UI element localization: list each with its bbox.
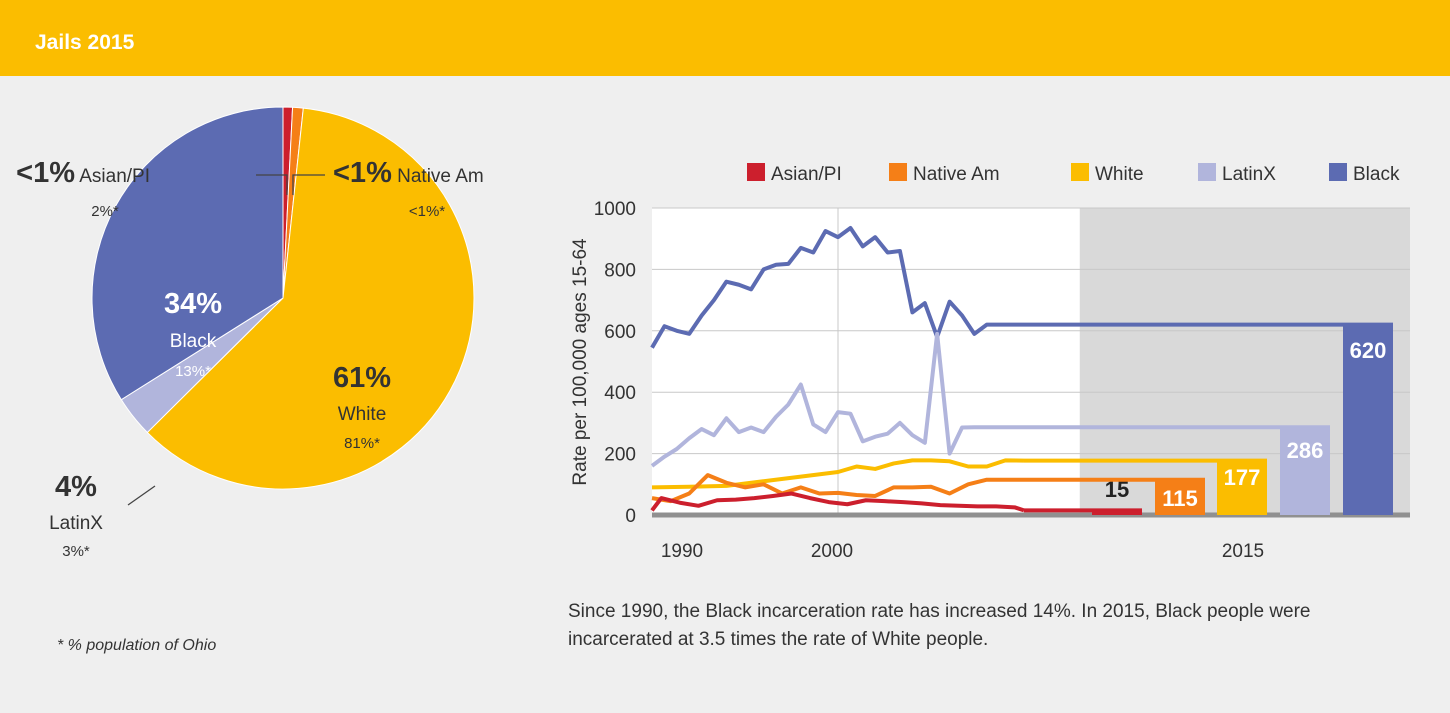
- bar-latinx: [1280, 427, 1330, 515]
- legend-label-native: Native Am: [913, 164, 1000, 185]
- header-bar: Jails 2015: [0, 0, 1450, 76]
- pie-label-black-pct: 34%: [164, 288, 222, 320]
- pie-slice-black: [91, 106, 284, 401]
- pie-pop-asian: 2%*: [91, 203, 119, 220]
- x-tick-label: 1990: [661, 541, 703, 562]
- legend-swatch-black: [1329, 163, 1347, 181]
- leader-line-native: [292, 174, 325, 195]
- y-tick-label: 800: [604, 260, 636, 281]
- y-axis-label: Rate per 100,000 ages 15-64: [570, 238, 591, 486]
- bar-label-white: 177: [1224, 465, 1261, 490]
- bar-native: [1155, 479, 1205, 515]
- pie-label-latinx-name: LatinX: [49, 513, 103, 534]
- pie-label-asian: <1% Asian/PI: [16, 157, 150, 189]
- pie-slice-white: [146, 107, 475, 490]
- pie-pop-white: 81%*: [344, 435, 380, 452]
- y-tick-label: 600: [604, 322, 636, 343]
- series-line-latinx: [650, 331, 1024, 468]
- pie-label-native: <1% Native Am: [333, 157, 484, 189]
- series-line-black: [650, 225, 1024, 349]
- bar-black: [1343, 324, 1393, 515]
- page-title: Jails 2015: [35, 31, 135, 54]
- line-chart: Asian/PI Native Am White LatinX Black 0 200 40…: [570, 163, 1410, 562]
- y-tick-label: 1000: [594, 199, 636, 220]
- y-tick-label: 200: [604, 445, 636, 466]
- legend-swatch-asian: [747, 163, 765, 181]
- pie-label-white-name: White: [338, 404, 387, 425]
- pie-label-latinx-pct: 4%: [55, 471, 97, 503]
- series-line-white: [651, 458, 1025, 490]
- pie-chart: <1% Asian/PI 2%* <1% Native Am <1%* 34% Black…: [16, 106, 484, 560]
- bar-label-native: 115: [1162, 486, 1198, 511]
- leader-line-asian: [256, 174, 288, 195]
- legend-swatch-native: [889, 163, 907, 181]
- legend-label-latinx: LatinX: [1222, 164, 1276, 185]
- y-tick-label: 400: [604, 383, 636, 404]
- bar-label-latinx: 286: [1287, 438, 1324, 463]
- chart-caption: Since 1990, the Black incarceration rate…: [568, 601, 1311, 650]
- y-tick-label: 0: [625, 506, 636, 527]
- series-line-native: [651, 473, 1024, 504]
- bar-white: [1217, 460, 1267, 515]
- legend-label-white: White: [1095, 164, 1144, 185]
- pie-pop-native: <1%*: [409, 203, 445, 220]
- legend-label-asian: Asian/PI: [771, 164, 842, 185]
- series-line-asian: [650, 491, 1025, 513]
- plot-background: [652, 208, 1080, 515]
- bar-label-black: 620: [1350, 338, 1387, 363]
- leader-line-latinx: [127, 485, 156, 506]
- legend-swatch-latinx: [1198, 163, 1216, 181]
- footnote: * % population of Ohio: [57, 637, 217, 654]
- pie-pop-latinx: 3%*: [62, 543, 90, 560]
- pie-label-black-name: Black: [170, 331, 217, 352]
- legend-swatch-white: [1071, 163, 1089, 181]
- pie-pop-black: 13%*: [175, 363, 211, 380]
- legend-label-black: Black: [1353, 164, 1400, 185]
- bar-asian: [1092, 510, 1142, 515]
- x-tick-label: 2015: [1222, 541, 1264, 562]
- pie-label-white-pct: 61%: [333, 362, 391, 394]
- x-tick-label: 2000: [811, 541, 853, 562]
